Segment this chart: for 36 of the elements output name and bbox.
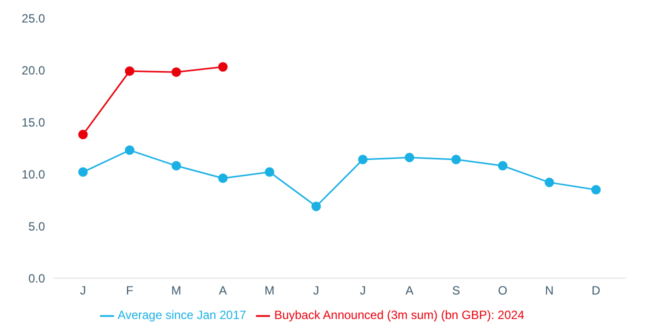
y-tick-label: 0.0 [28, 271, 46, 286]
point [124, 66, 134, 76]
point [78, 130, 88, 140]
x-tick-label: F [126, 284, 134, 298]
legend-label: Buyback Announced (3m sum) (bn GBP): 2024 [274, 308, 524, 322]
legend-label: Average since Jan 2017 [118, 308, 246, 322]
point [218, 174, 228, 184]
x-tick-label: J [360, 284, 366, 298]
x-tick-label: S [452, 284, 460, 298]
point [78, 167, 88, 177]
x-tick-label: D [592, 284, 601, 298]
y-tick-label: 25.0 [22, 11, 46, 26]
x-tick-label: A [405, 284, 414, 298]
x-tick-label: M [171, 284, 182, 298]
x-tick-label: O [498, 284, 508, 298]
y-tick-label: 10.0 [22, 167, 46, 182]
point [404, 152, 414, 162]
point [172, 67, 182, 77]
point [264, 167, 274, 177]
point [358, 154, 368, 164]
point [218, 62, 228, 72]
x-tick-label: J [313, 284, 320, 298]
x-tick-label: A [218, 284, 227, 298]
point [451, 154, 461, 164]
x-tick-label: M [264, 284, 275, 298]
point [544, 178, 554, 188]
y-tick-label: 5.0 [28, 219, 46, 234]
point [172, 161, 182, 171]
x-tick-label: J [80, 284, 86, 298]
point [311, 202, 321, 212]
y-tick-label: 20.0 [22, 63, 46, 78]
point [498, 161, 508, 171]
x-tick-label: N [545, 284, 554, 298]
point [124, 145, 134, 155]
y-tick-label: 15.0 [22, 115, 46, 130]
point [591, 184, 601, 194]
